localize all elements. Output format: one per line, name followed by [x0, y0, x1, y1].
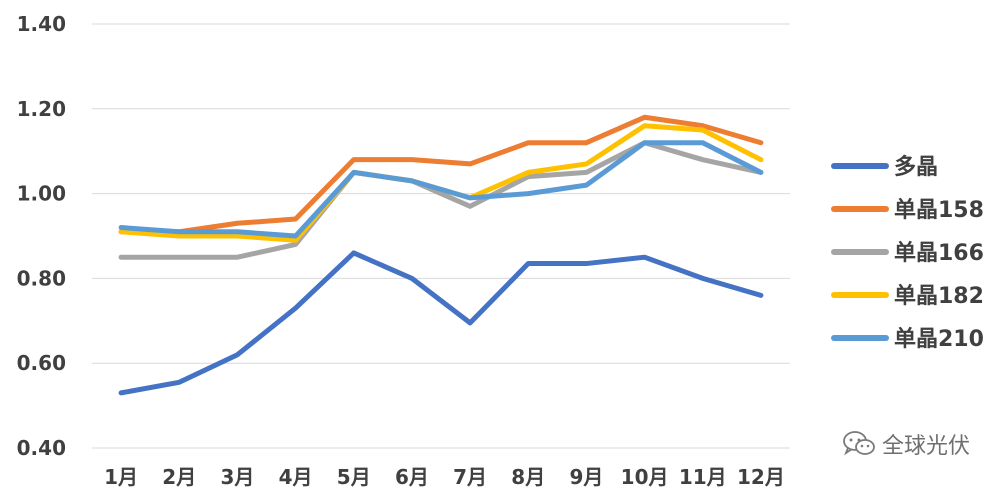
x-tick-label: 10月	[621, 465, 669, 489]
x-tick-label: 11月	[679, 465, 727, 489]
wechat-icon	[843, 431, 875, 456]
x-tick-label: 1月	[104, 465, 138, 489]
series-line-2	[118, 140, 764, 260]
legend-label: 单晶210	[894, 327, 984, 352]
y-tick-label: 1.00	[17, 182, 66, 206]
series-lines	[118, 114, 764, 396]
x-tick-label: 7月	[453, 465, 487, 489]
legend-label: 单晶182	[894, 284, 984, 309]
series-line-1	[118, 114, 764, 235]
x-tick-label: 6月	[395, 465, 429, 489]
y-tick-label: 0.60	[17, 351, 66, 375]
watermark: 全球光伏	[842, 428, 970, 460]
x-tick-label: 9月	[569, 465, 603, 489]
legend-label: 单晶166	[894, 241, 984, 266]
series-line-0	[118, 250, 764, 396]
x-tick-label: 2月	[162, 465, 196, 489]
grid-lines	[92, 23, 790, 449]
x-tick-label: 5月	[337, 465, 371, 489]
x-tick-label: 4月	[279, 465, 313, 489]
x-tick-label: 3月	[220, 465, 254, 489]
y-tick-label: 0.80	[17, 266, 66, 290]
y-tick-label: 1.40	[17, 12, 66, 36]
legend-label: 多晶	[894, 154, 938, 180]
series-line-4	[118, 140, 764, 239]
watermark-text: 全球光伏	[881, 434, 970, 459]
x-axis-ticks: 1月 2月 3月 4月 5月 6月 7月 8月 9月 10月 11月 12月	[104, 465, 785, 489]
y-tick-label: 0.40	[17, 436, 66, 460]
y-tick-label: 1.20	[17, 97, 66, 121]
legend-label: 单晶158	[894, 198, 984, 223]
x-tick-label: 12月	[737, 465, 785, 489]
x-tick-label: 8月	[511, 465, 545, 489]
y-axis-ticks: 0.40 0.60 0.80 1.00 1.20 1.40	[17, 12, 66, 460]
